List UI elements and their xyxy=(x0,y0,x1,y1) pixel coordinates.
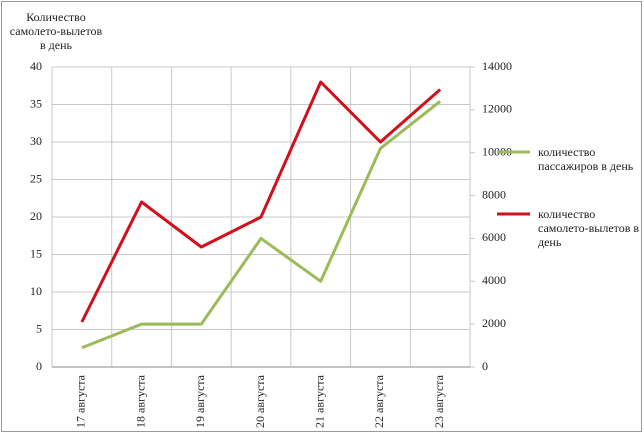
y-tick-label: 15 xyxy=(30,246,42,260)
y-tick-label: 5 xyxy=(36,321,42,335)
y-tick-label: 25 xyxy=(30,171,42,185)
y2-tick-label: 8000 xyxy=(482,187,506,201)
series-line xyxy=(80,80,442,323)
x-tick-label: 21 августа xyxy=(312,374,326,428)
x-tick-label: 23 августа xyxy=(432,374,446,428)
x-tick-label: 19 августа xyxy=(193,374,207,428)
y2-tick-label: 4000 xyxy=(482,273,506,287)
y-axis-title: Количество самолето-вылетов в день xyxy=(9,10,103,52)
y-tick-label: 40 xyxy=(30,59,42,73)
y2-tick-label: 2000 xyxy=(482,316,506,330)
y-tick-label: 20 xyxy=(30,209,42,223)
y2-tick-label: 12000 xyxy=(482,102,512,116)
x-tick-label: 17 августа xyxy=(74,374,88,428)
x-tick-label: 22 августа xyxy=(372,374,386,428)
y-tick-label: 0 xyxy=(36,359,42,373)
legend-label: количество самолето-вылетов в день xyxy=(538,207,640,249)
y-tick-label: 30 xyxy=(30,134,42,148)
y-tick-label: 10 xyxy=(30,284,42,298)
legend-label: количество пассажиров в день xyxy=(538,145,634,173)
y2-tick-label: 14000 xyxy=(482,59,512,73)
series-line xyxy=(81,100,442,350)
y2-tick-label: 0 xyxy=(482,359,488,373)
x-tick-label: 18 августа xyxy=(133,374,147,428)
x-tick-label: 20 августа xyxy=(253,374,267,428)
y2-tick-label: 6000 xyxy=(482,230,506,244)
y-tick-label: 35 xyxy=(30,96,42,110)
